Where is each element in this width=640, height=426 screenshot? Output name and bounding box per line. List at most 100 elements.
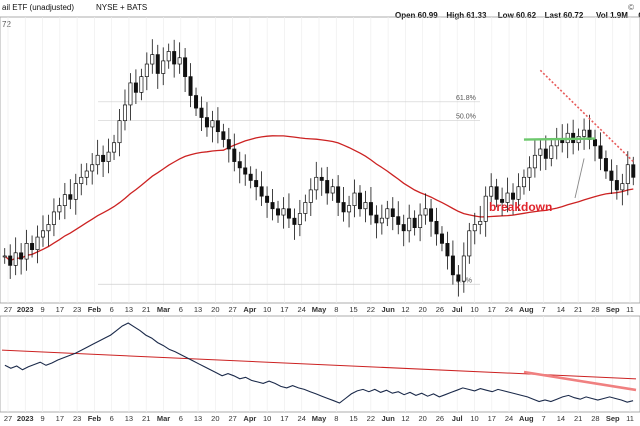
- candle: [265, 186, 270, 218]
- x-tick-label: Aug: [519, 305, 534, 314]
- candle: [243, 154, 248, 186]
- x-tick-label: 8: [334, 305, 338, 314]
- candle: [631, 156, 636, 186]
- candle: [418, 203, 423, 242]
- candle: [368, 187, 373, 225]
- candle: [390, 197, 395, 231]
- x-tick-label: 9: [40, 305, 44, 314]
- candle: [423, 193, 428, 225]
- rs-x-tick-label: 11: [626, 414, 634, 423]
- x-tick-label: 17: [56, 305, 64, 314]
- candle: [51, 198, 56, 237]
- candle: [199, 96, 204, 132]
- rs-x-tick-label: 6: [110, 414, 114, 423]
- candle: [73, 173, 78, 215]
- breakdown-pointer: [574, 158, 585, 199]
- ohlc-readout: Open 60.99 High 61.33 Low 60.62 Last 60.72 V…: [395, 11, 640, 20]
- x-tick-label: 7: [542, 305, 546, 314]
- candle: [467, 222, 472, 264]
- breakdown-label: breakdown: [489, 200, 552, 214]
- candle: [177, 42, 182, 74]
- x-tick-label: Apr: [243, 305, 256, 314]
- rs-x-tick-label: Apr: [243, 414, 256, 423]
- x-tick-label: 28: [591, 305, 599, 314]
- x-tick-label: 10: [470, 305, 478, 314]
- candle: [439, 226, 444, 252]
- candle: [281, 197, 286, 229]
- candle: [106, 138, 111, 174]
- candle: [609, 159, 614, 194]
- candle: [95, 139, 100, 175]
- candle: [117, 109, 122, 157]
- x-tick-label: 24: [505, 305, 513, 314]
- rs-x-tick-label: 12: [401, 414, 409, 423]
- candle: [478, 205, 483, 235]
- x-tick-label: 21: [574, 305, 582, 314]
- candle: [166, 43, 171, 69]
- rs-x-tick-label: 15: [349, 414, 357, 423]
- x-tick-label: 17: [280, 305, 288, 314]
- support-line: [523, 137, 596, 141]
- x-tick-label: 10: [263, 305, 271, 314]
- candle: [511, 183, 516, 215]
- candle: [172, 39, 177, 78]
- rs-x-tick-label: 20: [418, 414, 426, 423]
- ohlc-item-high: High 61.33: [446, 11, 487, 20]
- candle: [549, 137, 554, 167]
- moving-average: [4, 135, 634, 262]
- rs-panel: 27 2023 9 17 23 Feb 6 13 21 Mar 6 13 20 27 Apr 10 17 24 Ma…: [0, 315, 640, 423]
- price-x-ticks: 27 2023 9 17 23 Feb 6 13 21 Mar 6 13 20 27 Apr 10 17 24 Ma…: [4, 305, 634, 314]
- rs-x-tick-label: 14: [557, 414, 565, 423]
- x-tick-label: 22: [367, 305, 375, 314]
- candle: [483, 186, 488, 237]
- candle: [248, 166, 253, 189]
- candle: [226, 127, 231, 163]
- rs-x-tick-label: 27: [4, 414, 12, 423]
- x-tick-label: 12: [401, 305, 409, 314]
- rs-panel-frame: [0, 315, 640, 413]
- candle: [270, 188, 275, 221]
- rs-lines: [1, 322, 637, 404]
- candle: [237, 151, 242, 184]
- rs-x-tick-label: Jul: [452, 414, 463, 423]
- resistance-line: [539, 69, 634, 163]
- x-tick-label: 20: [211, 305, 219, 314]
- candle: [401, 214, 406, 247]
- exchange-label: NYSE + BATS: [96, 3, 147, 12]
- ma-line: [4, 135, 634, 262]
- x-tick-label: 6: [110, 305, 114, 314]
- candle: [336, 175, 341, 216]
- candle: [385, 200, 390, 227]
- x-tick-label: 23: [73, 305, 81, 314]
- candle: [2, 248, 7, 264]
- candle: [625, 151, 630, 196]
- candle: [41, 215, 45, 247]
- candle: [494, 178, 499, 208]
- x-tick-label: 17: [488, 305, 496, 314]
- candle: [358, 185, 362, 217]
- candle: [254, 168, 259, 201]
- x-tick-label: 15: [349, 305, 357, 314]
- candle: [456, 265, 461, 297]
- rs-x-tick-label: Jun: [381, 414, 395, 423]
- candle: [532, 139, 537, 178]
- candle: [461, 242, 466, 293]
- candle: [128, 73, 133, 121]
- candle: [133, 69, 138, 104]
- candle: [161, 47, 166, 86]
- candle: [582, 118, 587, 150]
- candle: [325, 166, 330, 205]
- x-tick-label: Jun: [381, 305, 395, 314]
- fib-label: 50.0%: [456, 114, 476, 121]
- rs-x-tick-label: 10: [263, 414, 271, 423]
- chart-title: ail ETF (unadjusted): [2, 3, 74, 12]
- price-grid: [7, 17, 631, 303]
- x-tick-label: Mar: [157, 305, 170, 314]
- candle: [374, 205, 379, 239]
- candle: [308, 178, 313, 216]
- x-tick-label: 2023: [17, 305, 34, 314]
- candle: [472, 212, 477, 245]
- ohlc-item-vol: Vol 1.9M: [596, 11, 628, 20]
- rs-grid: [7, 316, 631, 412]
